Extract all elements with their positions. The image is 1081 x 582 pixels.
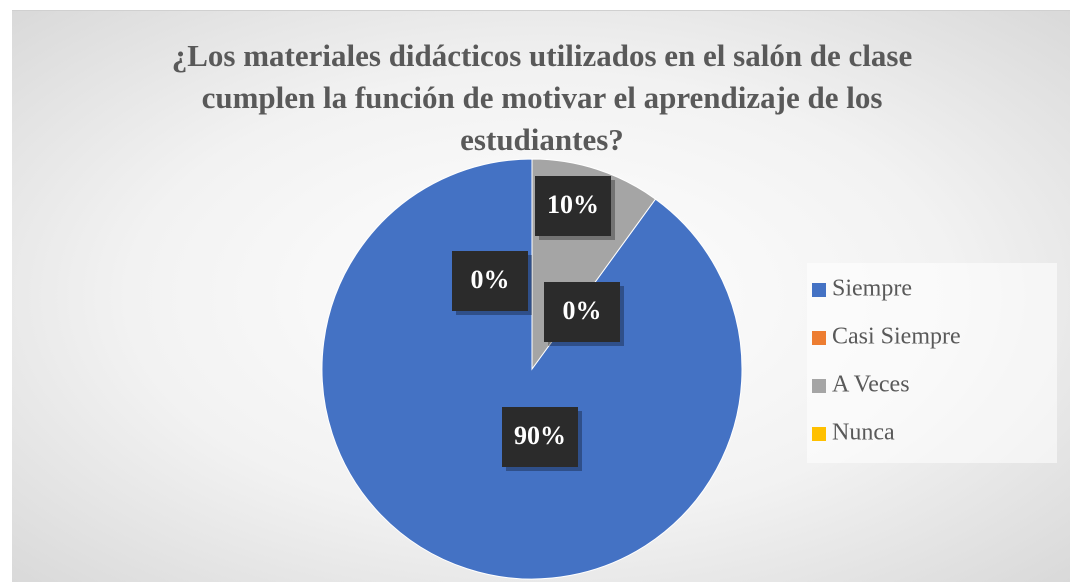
label-box	[544, 282, 620, 342]
label-box	[502, 407, 578, 467]
data-label: 0%	[563, 296, 602, 325]
legend-label: Siempre	[832, 276, 912, 302]
legend-swatch	[812, 331, 826, 345]
data-label: 0%	[471, 265, 510, 294]
chart: ¿Los materiales didácticos utilizados en…	[12, 10, 1070, 582]
legend-label: Nunca	[832, 420, 895, 446]
data-label: 10%	[547, 190, 599, 219]
data-label: 90%	[514, 421, 566, 450]
legend-bg	[807, 263, 1057, 463]
legend-label: A Veces	[832, 372, 910, 398]
legend-swatch	[812, 427, 826, 441]
label-box	[452, 251, 528, 311]
legend-swatch	[812, 379, 826, 393]
plot: 90% 0% 10% 0% Siempre Casi Siempre A Veces Nunc…	[321, 158, 1057, 580]
chart-title: ¿Los materiales didácticos utilizados en…	[171, 38, 913, 157]
legend-swatch	[812, 283, 826, 297]
legend-label: Casi Siempre	[832, 324, 961, 350]
label-box	[535, 176, 611, 236]
